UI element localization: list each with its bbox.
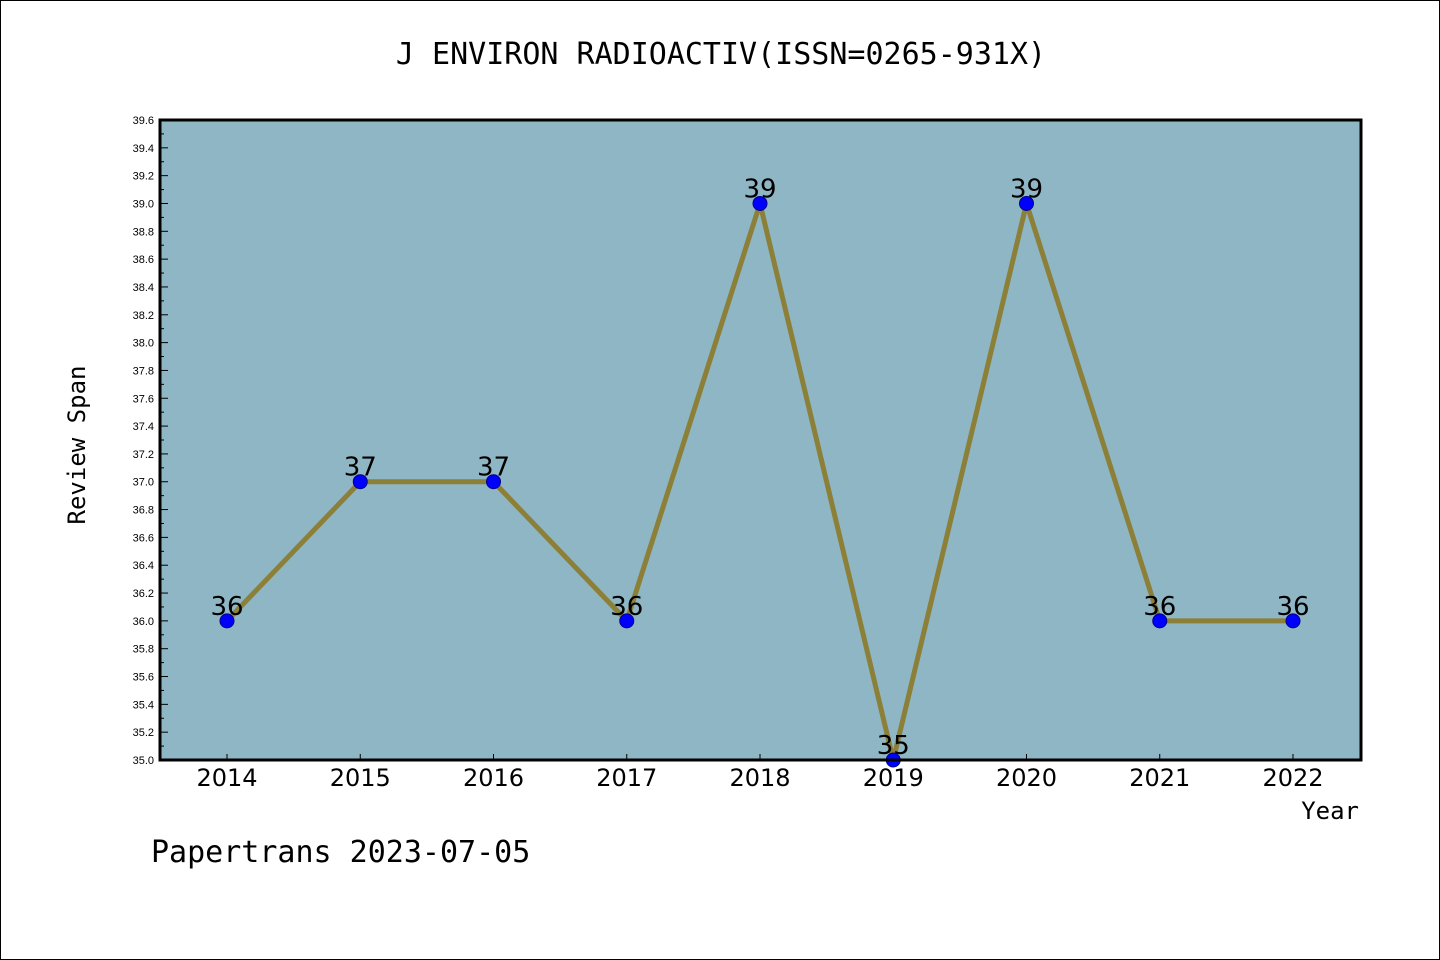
x-tick-label: 2022 <box>1262 764 1323 792</box>
y-tick-label: 38.6 <box>133 254 154 266</box>
y-tick-label: 36.6 <box>133 532 154 544</box>
y-tick-label: 37.4 <box>133 421 154 433</box>
data-point <box>352 474 368 490</box>
data-label: 37 <box>344 453 377 483</box>
y-tick-label: 39.6 <box>133 115 154 127</box>
x-axis-label: Year <box>1301 797 1359 825</box>
y-tick-label: 35.8 <box>133 644 154 656</box>
data-point <box>219 613 235 629</box>
y-tick-label: 39.2 <box>133 171 154 183</box>
y-tick-label: 35.4 <box>133 699 154 711</box>
x-tick-label: 2020 <box>996 764 1057 792</box>
y-tick-label: 35.0 <box>133 755 154 767</box>
x-tick-label: 2018 <box>729 764 790 792</box>
data-point <box>1019 195 1034 211</box>
y-tick-label: 37.2 <box>133 449 154 461</box>
y-tick-label: 37.8 <box>133 365 154 377</box>
data-label: 36 <box>210 592 243 622</box>
x-tick-label: 2019 <box>863 764 924 792</box>
footer-credit: Papertrans 2023-07-05 <box>151 835 531 870</box>
y-tick-label: 35.2 <box>133 727 154 739</box>
y-tick-label: 36.4 <box>133 560 154 572</box>
y-tick-label: 36.0 <box>133 616 154 628</box>
x-tick-label: 2014 <box>196 764 257 792</box>
y-tick-label: 38.0 <box>133 338 154 350</box>
y-tick-label: 38.8 <box>133 226 154 238</box>
y-tick-label: 39.4 <box>133 143 154 155</box>
data-label: 37 <box>477 453 510 483</box>
data-point <box>1285 613 1301 629</box>
y-tick-label: 38.2 <box>133 310 154 322</box>
data-label: 39 <box>1010 174 1043 204</box>
x-tick-label: 2017 <box>596 764 657 792</box>
x-tick-label: 2016 <box>463 764 524 792</box>
y-tick-label: 37.6 <box>133 393 154 405</box>
data-point <box>486 474 501 490</box>
x-tick-label: 2021 <box>1129 764 1190 792</box>
data-label: 36 <box>610 592 643 622</box>
data-label: 36 <box>1143 592 1176 622</box>
y-tick-label: 37.0 <box>133 477 154 489</box>
data-point <box>752 195 768 211</box>
plot-border <box>158 118 1363 762</box>
data-label: 36 <box>1276 592 1309 622</box>
data-label: 39 <box>743 174 776 204</box>
y-tick-label: 38.4 <box>133 282 154 294</box>
y-tick-label: 36.2 <box>133 588 154 600</box>
y-tick-label: 39.0 <box>133 198 154 210</box>
y-tick-label: 36.8 <box>133 505 154 517</box>
y-tick-label: 35.6 <box>133 672 154 684</box>
data-label: 35 <box>877 731 910 761</box>
plot-area <box>160 120 1361 760</box>
data-point <box>1152 613 1168 629</box>
data-point <box>619 613 635 629</box>
chart-title: J ENVIRON RADIOACTIV(ISSN=0265-931X) <box>395 37 1047 72</box>
x-tick-label: 2015 <box>330 764 391 792</box>
